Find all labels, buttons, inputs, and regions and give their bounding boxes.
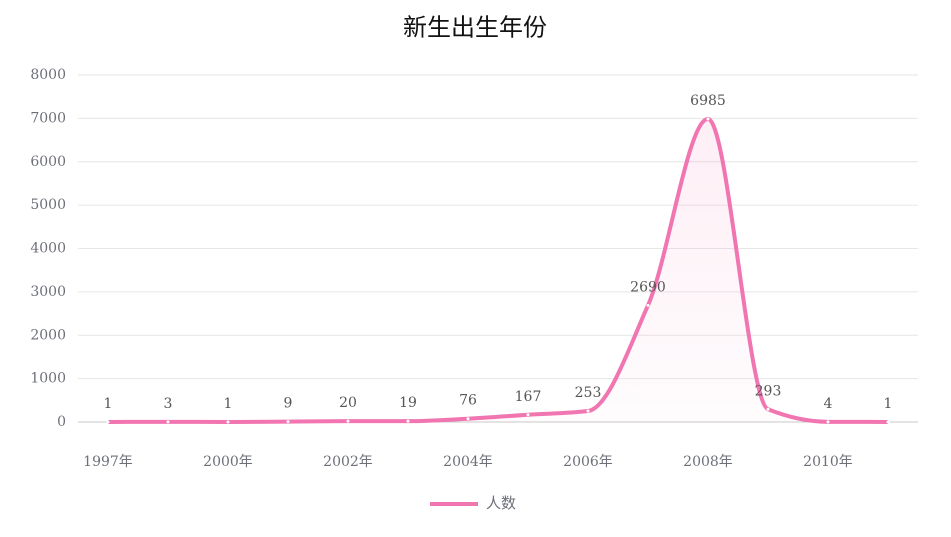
data-label: 6985 bbox=[690, 93, 726, 109]
x-tick-label: 2002年 bbox=[323, 454, 373, 470]
point bbox=[106, 420, 110, 424]
data-label: 19 bbox=[399, 395, 417, 411]
point bbox=[346, 419, 350, 423]
x-tick-label: 2006年 bbox=[563, 454, 613, 470]
point bbox=[826, 420, 830, 424]
point bbox=[526, 413, 530, 417]
data-label: 76 bbox=[459, 393, 477, 409]
data-label: 3 bbox=[164, 396, 173, 412]
point bbox=[226, 420, 230, 424]
point bbox=[706, 117, 710, 121]
data-label: 1 bbox=[884, 396, 893, 412]
y-tick-label: 0 bbox=[57, 414, 66, 430]
point bbox=[766, 407, 770, 411]
point bbox=[286, 420, 290, 424]
data-label: 9 bbox=[284, 396, 293, 412]
x-tick-label: 2000年 bbox=[203, 454, 253, 470]
point bbox=[886, 420, 890, 424]
y-tick-label: 6000 bbox=[30, 154, 66, 170]
data-label: 253 bbox=[575, 385, 602, 401]
point bbox=[586, 409, 590, 413]
data-label: 167 bbox=[515, 389, 542, 405]
point bbox=[646, 303, 650, 307]
data-label: 4 bbox=[824, 396, 833, 412]
point bbox=[466, 417, 470, 421]
y-tick-label: 5000 bbox=[30, 197, 66, 213]
data-label: 1 bbox=[104, 396, 113, 412]
y-tick-label: 4000 bbox=[30, 241, 66, 257]
y-tick-label: 7000 bbox=[30, 110, 66, 126]
line bbox=[107, 117, 889, 424]
x-tick-label: 2010年 bbox=[803, 454, 853, 470]
data-label: 2690 bbox=[630, 279, 666, 295]
chart-title: 新生出生年份 bbox=[403, 14, 547, 42]
x-tick-label: 1997年 bbox=[83, 454, 133, 470]
point bbox=[406, 419, 410, 423]
y-tick-label: 1000 bbox=[30, 371, 66, 387]
data-label: 20 bbox=[339, 395, 357, 411]
line-area bbox=[108, 119, 888, 422]
data-label: 293 bbox=[755, 383, 782, 399]
y-tick-label: 8000 bbox=[30, 67, 66, 83]
x-tick-label: 2004年 bbox=[443, 454, 493, 470]
x-tick-label: 2008年 bbox=[683, 454, 733, 470]
legend-label: 人数 bbox=[486, 494, 516, 512]
point bbox=[166, 420, 170, 424]
data-label: 1 bbox=[224, 396, 233, 412]
y-tick-label: 3000 bbox=[30, 284, 66, 300]
y-tick-label: 2000 bbox=[30, 327, 66, 343]
